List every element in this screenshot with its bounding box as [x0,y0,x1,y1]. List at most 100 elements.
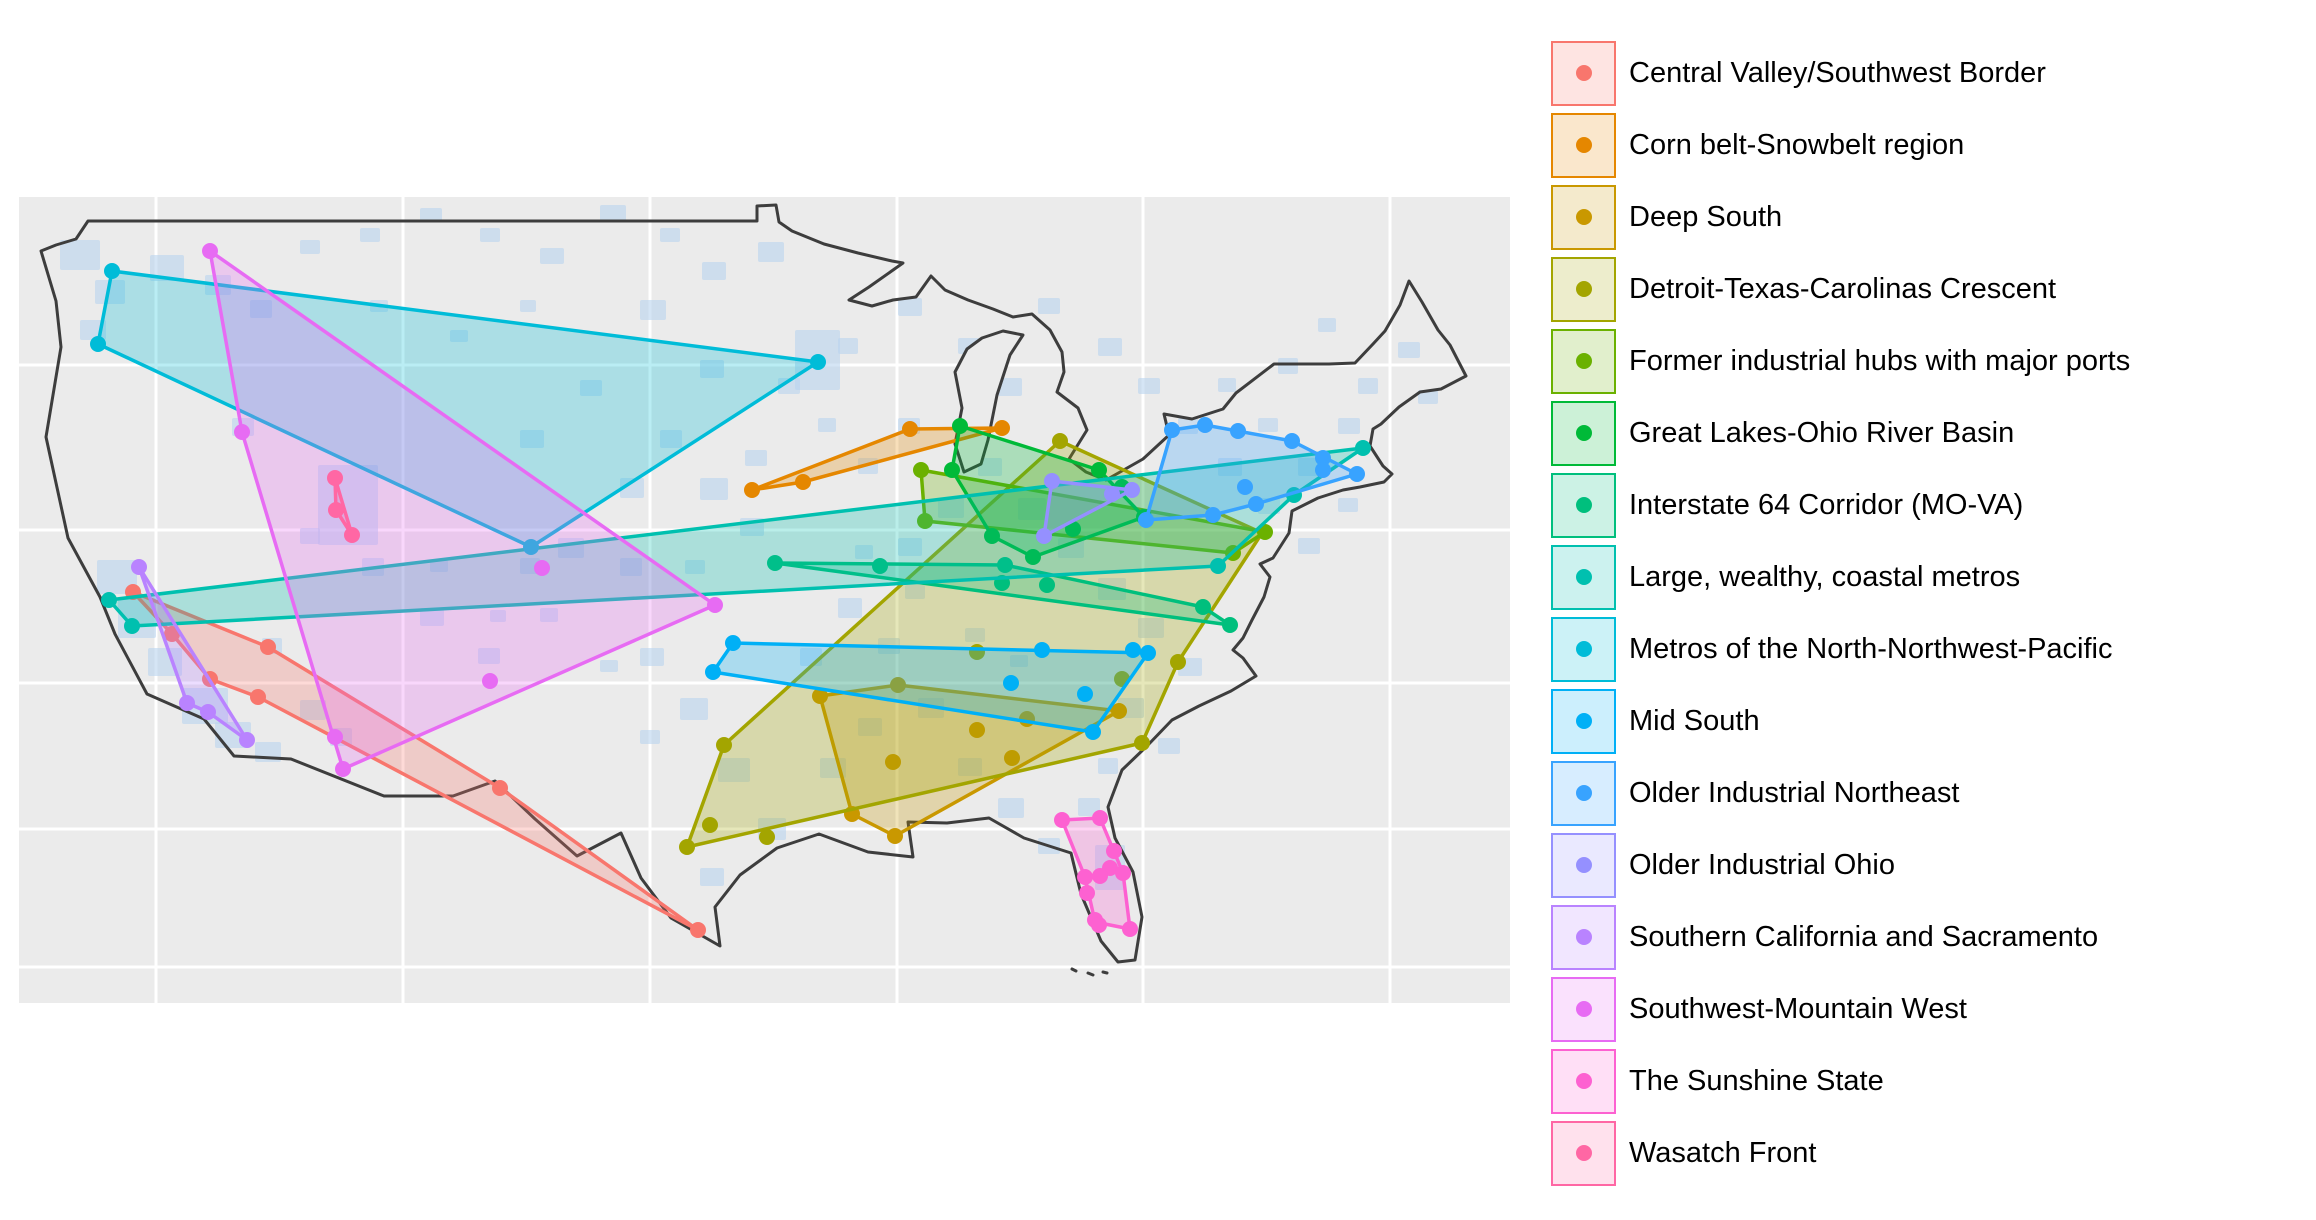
legend-item-label: Wasatch Front [1629,1136,1817,1169]
metro-patch [660,228,680,242]
metro-patch [478,648,500,664]
legend-item-10: Mid South [1551,685,2311,757]
legend-item-label: The Sunshine State [1629,1064,1884,1097]
legend-key-swatch [1551,328,1616,394]
cluster-southern-california-sacramento [131,559,255,748]
metro-point-older-industrial-ohio [1044,473,1060,489]
metro-point-interstate-64-corridor [997,557,1013,573]
cluster-hull-wasatch-front [333,476,354,537]
metro-point-metros-north-northwest-pacific [523,539,539,555]
metro-patch [1318,318,1336,332]
metro-point-southern-california-sacramento [179,695,195,711]
legend-key-swatch [1551,760,1616,826]
metro-point-deep-south [1111,703,1127,719]
metro-patch [540,248,564,264]
legend-key-dot-icon [1575,1145,1592,1161]
metro-patch [1018,498,1046,520]
metro-point-detroit-texas-carolinas-crescent [679,839,695,855]
metro-point-southern-california-sacramento [200,704,216,720]
metro-point-corn-belt-snowbelt [744,482,760,498]
legend-key-dot-icon [1575,497,1592,513]
metro-point-large-wealthy-coastal-metros [1210,558,1226,574]
metro-point-corn-belt-snowbelt [795,474,811,490]
metro-point-southwest-mountain-west [707,597,723,613]
legend-key-dot-icon [1575,641,1592,657]
legend-key-dot-icon [1575,713,1592,729]
legend-item-label: Corn belt-Snowbelt region [1629,128,1965,161]
legend-item-14: Southwest-Mountain West [1551,973,2311,1045]
metro-point-central-valley-southwest-border [250,689,266,705]
legend-key-swatch [1551,688,1616,754]
metro-point-mid-south [1077,686,1093,702]
metro-point-great-lakes-ohio-river-basin [1091,462,1107,478]
metro-patch [520,430,544,448]
legend-item-label: Great Lakes-Ohio River Basin [1629,416,2015,449]
metro-point-former-industrial-hubs-major-ports [913,462,929,478]
legend-key-dot-icon [1575,857,1592,873]
metro-patch [1058,538,1084,558]
metro-point-older-industrial-northeast [1164,422,1180,438]
metro-point-the-sunshine-state [1079,885,1095,901]
legend-item-4: Detroit-Texas-Carolinas Crescent [1551,253,2311,325]
metro-patch [818,418,836,432]
metro-point-deep-south [1004,750,1020,766]
metro-point-mid-south [725,635,741,651]
legend-item-label: Southwest-Mountain West [1629,992,1967,1025]
metro-point-older-industrial-northeast [1315,462,1331,478]
metro-point-deep-south [890,677,906,693]
metro-patch [978,458,1002,476]
metro-patch [855,545,873,559]
legend-item-label: Mid South [1629,704,1760,737]
metro-point-southwest-mountain-west [327,729,343,745]
metro-point-southwest-mountain-west [482,673,498,689]
cluster-southwest-mountain-west [202,243,723,777]
legend-key-dot-icon [1575,569,1592,585]
metro-patch [480,228,500,242]
legend-key-swatch [1551,472,1616,538]
metro-point-central-valley-southwest-border [492,780,508,796]
legend-key-swatch [1551,256,1616,322]
legend-item-label: Older Industrial Ohio [1629,848,1895,881]
metro-patch [580,380,602,396]
metro-patch [1078,798,1100,816]
metro-patch [998,378,1022,396]
metro-point-older-industrial-northeast [1349,466,1365,482]
cluster-mid-south [705,635,1156,740]
legend-key-dot-icon [1575,353,1592,369]
metro-patch [700,868,724,886]
metro-patch [300,700,326,720]
metro-point-detroit-texas-carolinas-crescent [702,817,718,833]
legend-item-label: Southern California and Sacramento [1629,920,2099,953]
legend-key-swatch [1551,904,1616,970]
metro-patch [640,730,660,744]
metro-point-southern-california-sacramento [131,559,147,575]
metro-patch [640,648,664,666]
metro-point-interstate-64-corridor [1222,617,1238,633]
legend-key-swatch [1551,1120,1616,1186]
metro-point-mid-south [1003,675,1019,691]
metro-point-great-lakes-ohio-river-basin [984,528,1000,544]
legend-item-15: The Sunshine State [1551,1045,2311,1117]
metro-patch [700,360,724,378]
metro-patch [300,240,320,254]
cluster-corn-belt-snowbelt [744,420,1010,498]
legend-key-swatch [1551,184,1616,250]
metro-patch [1218,378,1236,392]
metro-patch [1158,738,1180,754]
metro-point-deep-south [885,754,901,770]
legend-key-swatch [1551,976,1616,1042]
metro-point-great-lakes-ohio-river-basin [944,462,960,478]
metro-patch [858,718,882,736]
us-map [19,197,1510,1003]
legend-item-12: Older Industrial Ohio [1551,829,2311,901]
metro-patch [1010,655,1028,667]
cluster-metros-north-northwest-pacific [90,263,826,555]
metro-patch [600,205,626,221]
metro-point-interstate-64-corridor [1195,599,1211,615]
legend-key-dot-icon [1575,1073,1592,1089]
metro-patch [97,560,137,594]
legend-key-swatch [1551,544,1616,610]
metro-patch [1418,390,1438,404]
metro-point-mid-south [1140,645,1156,661]
